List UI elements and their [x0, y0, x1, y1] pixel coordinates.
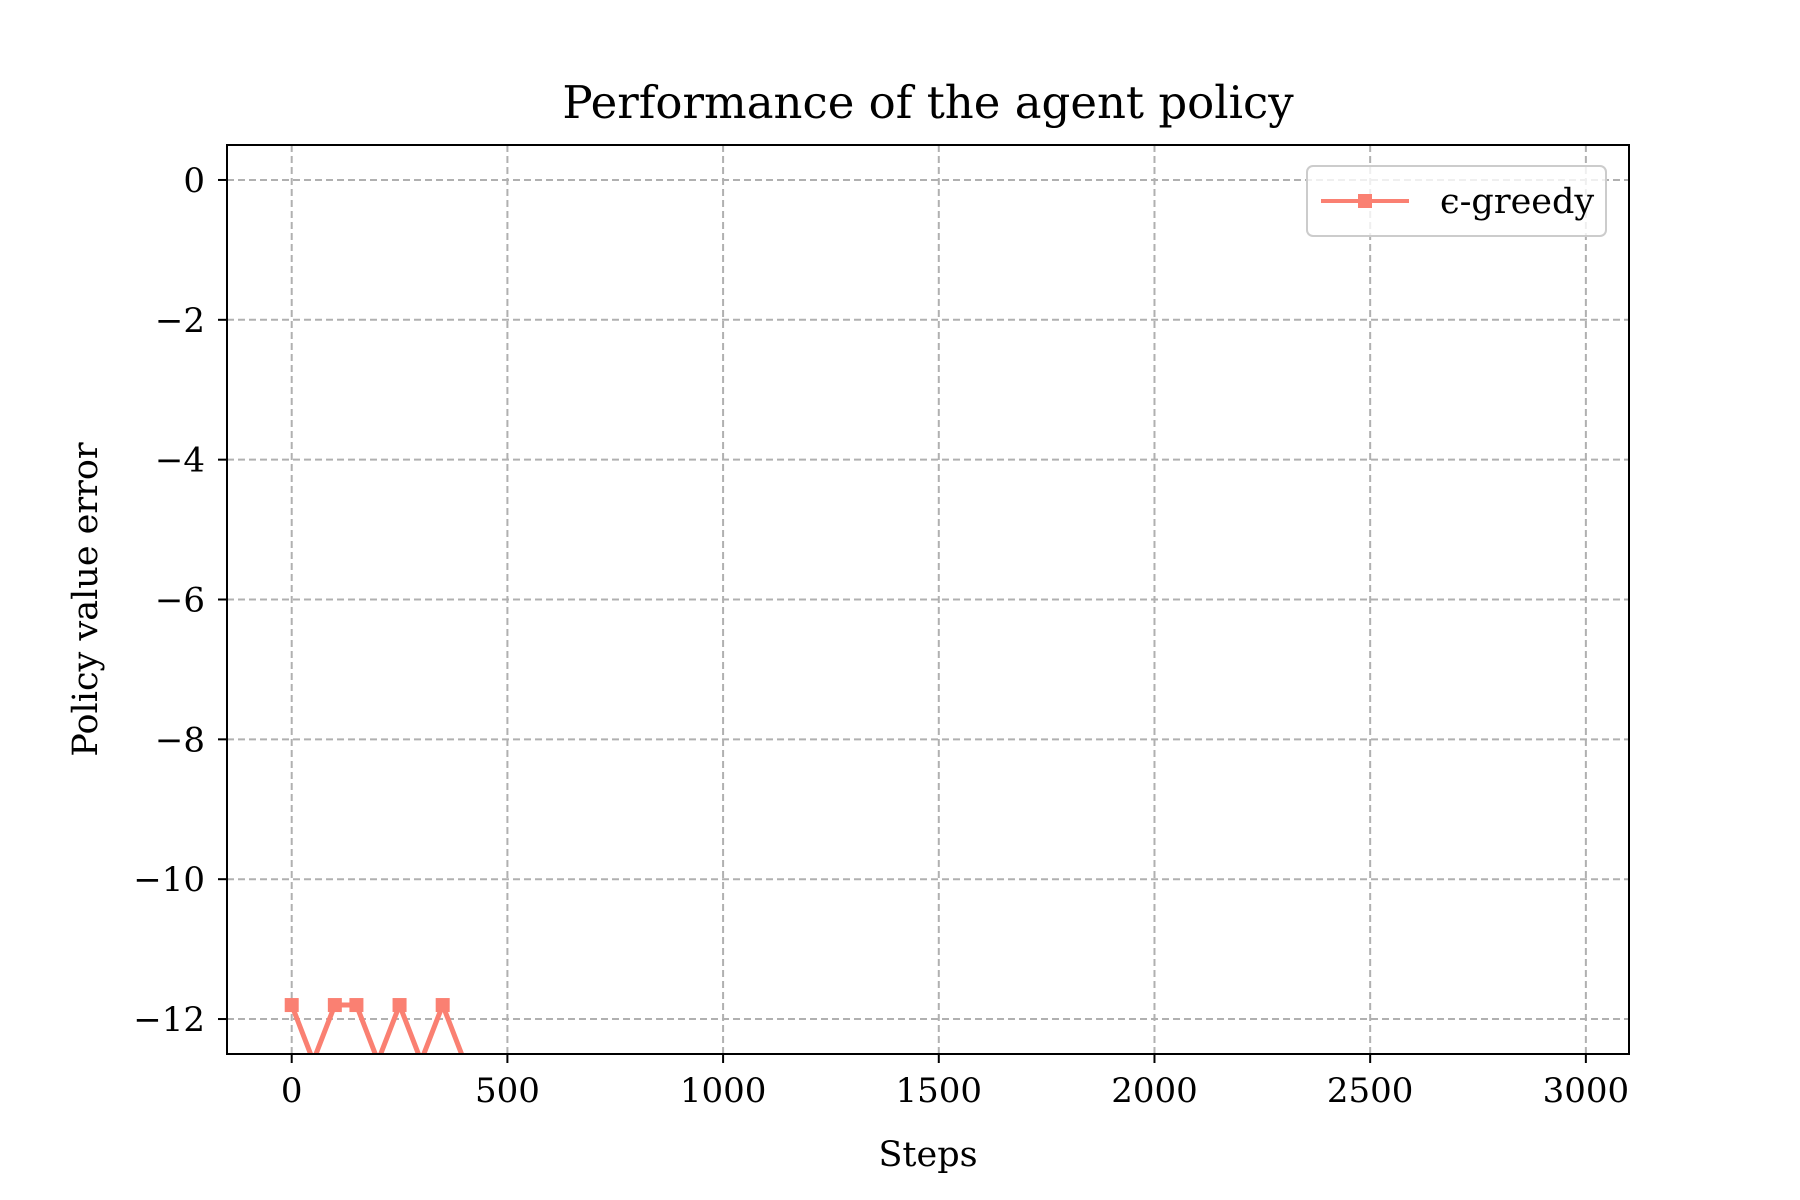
y-tick-label: −4: [155, 441, 205, 481]
legend-label-epsilon-greedy: ϵ-greedy: [1440, 182, 1594, 222]
x-tick-label: 0: [281, 1071, 303, 1111]
y-tick-label: −6: [155, 581, 205, 621]
x-tick-label: 2000: [1111, 1071, 1198, 1111]
y-tick-label: −12: [133, 1000, 205, 1040]
data-point: [435, 998, 450, 1013]
y-tick-label: −2: [155, 301, 205, 341]
data-point: [327, 998, 342, 1013]
y-tick-label: −8: [155, 720, 205, 760]
x-tick-label: 3000: [1543, 1071, 1630, 1111]
data-point: [349, 998, 364, 1013]
ticks: 0 500 1000 1500 2000 2500 3000 0 −2 −4 −6 −8 −10 −12: [133, 161, 1629, 1111]
y-axis-label: Policy value error: [66, 442, 106, 757]
legend-marker: [1358, 194, 1372, 208]
y-tick-label: 0: [183, 161, 205, 201]
data-point: [284, 998, 299, 1013]
x-tick-label: 1500: [896, 1071, 983, 1111]
x-tick-label: 1000: [680, 1071, 767, 1111]
y-tick-label: −10: [133, 860, 205, 900]
x-axis-label: Steps: [878, 1135, 977, 1175]
series-line-epsilon-greedy: [289, 998, 465, 1054]
legend: ϵ-greedy: [1306, 165, 1607, 237]
series-layer: [284, 998, 465, 1054]
data-point: [392, 998, 407, 1013]
legend-box: [1306, 165, 1607, 237]
x-tick-label: 500: [475, 1071, 540, 1111]
chart-title: Performance of the agent policy: [562, 76, 1294, 129]
grid: [227, 145, 1629, 1054]
x-tick-label: 2500: [1327, 1071, 1414, 1111]
